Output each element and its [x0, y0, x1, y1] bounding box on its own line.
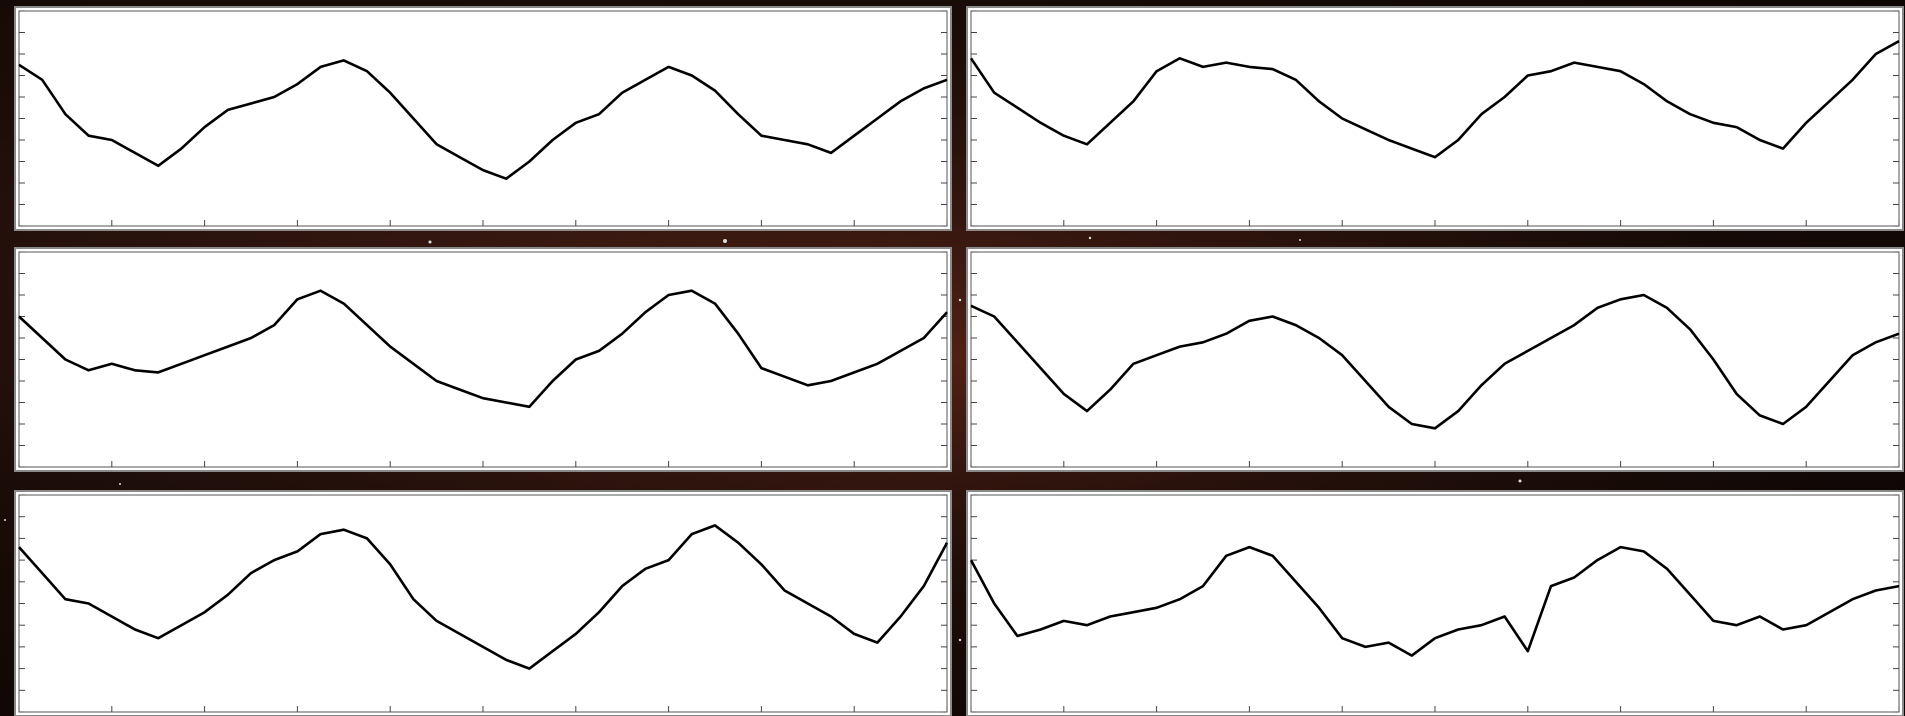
light-curve-grid: [0, 0, 1905, 716]
panel-background: [967, 7, 1903, 230]
light-curve-panel: [15, 7, 951, 230]
page: (() => { const data = JSON.parse(documen…: [0, 0, 1905, 716]
panel-background: [15, 7, 951, 230]
panel-background: [15, 248, 951, 471]
light-curve-panel: [15, 491, 951, 716]
panel-background: [967, 248, 1903, 471]
light-curve-panel: [15, 248, 951, 471]
light-curve-panel: [967, 7, 1903, 230]
panel-background: [15, 491, 951, 716]
panel-background: [967, 491, 1903, 716]
light-curve-panel: [967, 248, 1903, 471]
light-curve-panel: [967, 491, 1903, 716]
